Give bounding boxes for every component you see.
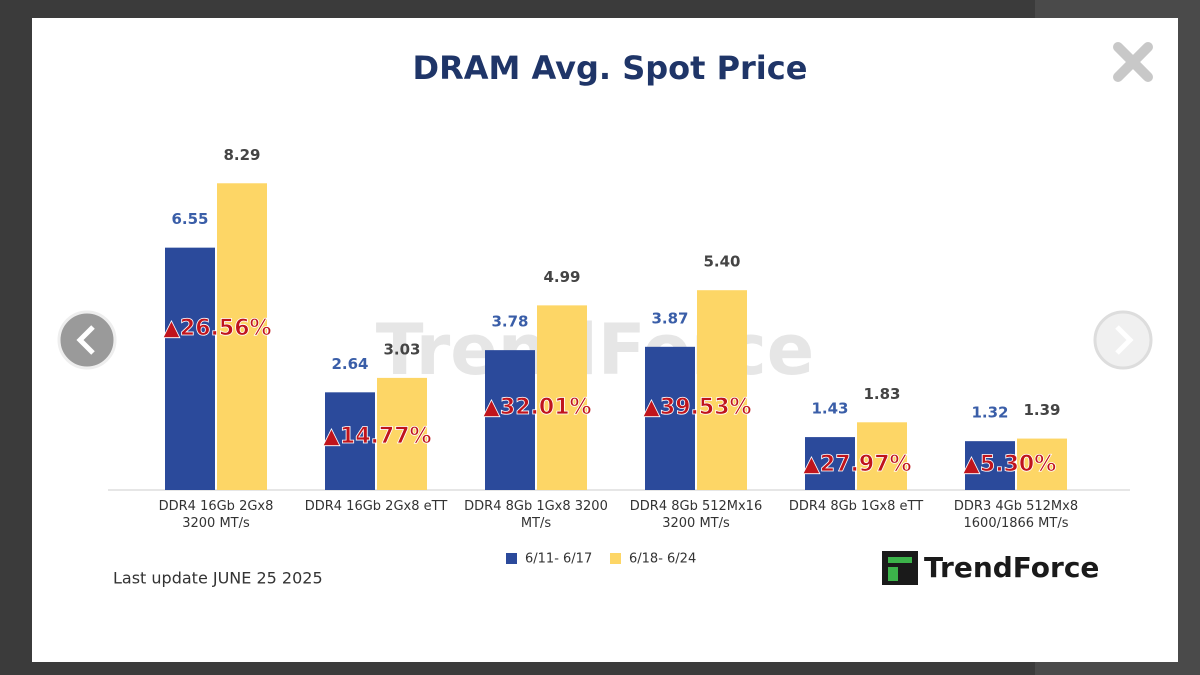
close-button[interactable] <box>1113 42 1153 82</box>
value-label: 1.43 <box>811 400 848 418</box>
x-tick-label: DDR4 16Gb 2Gx8 eTT <box>304 499 448 514</box>
legend-label: 6/11- 6/17 <box>525 552 592 567</box>
bar <box>645 346 695 490</box>
legend-swatch <box>506 553 517 564</box>
chart-title: DRAM Avg. Spot Price <box>413 49 808 87</box>
value-label: 5.40 <box>703 253 740 271</box>
bar <box>965 441 1015 490</box>
value-label: 3.87 <box>651 309 688 327</box>
legend-label: 6/18- 6/24 <box>629 552 696 567</box>
bar <box>325 392 375 490</box>
bar <box>857 422 907 490</box>
value-label: 2.64 <box>331 355 368 373</box>
update-note: Last update JUNE 25 2025 <box>113 569 323 588</box>
change-annotation: ▲26.56% <box>163 316 272 341</box>
bar <box>485 350 535 490</box>
bar <box>805 437 855 490</box>
change-annotation: ▲14.77% <box>323 424 432 449</box>
next-button[interactable] <box>1093 310 1153 370</box>
value-label: 3.78 <box>491 313 528 331</box>
value-label: 1.39 <box>1023 401 1060 419</box>
bar <box>377 377 427 490</box>
logo: TrendForce <box>882 551 1099 585</box>
previous-button[interactable] <box>57 310 117 370</box>
x-tick-label: DDR4 16Gb 2Gx8 3200 MT/s <box>158 499 274 531</box>
value-label: 1.32 <box>971 404 1008 422</box>
change-annotation: ▲32.01% <box>483 395 592 420</box>
bar <box>537 305 587 490</box>
value-label: 6.55 <box>171 210 208 228</box>
bar <box>697 290 747 490</box>
watermark: TrendForce <box>376 309 815 391</box>
x-tick-label: DDR4 8Gb 1Gx8 3200 MT/s <box>464 499 608 531</box>
change-annotation: ▲27.97% <box>803 452 912 477</box>
bar <box>1017 438 1067 490</box>
bar <box>165 247 215 490</box>
change-annotation: ▲5.30% <box>963 452 1056 477</box>
value-label: 3.03 <box>383 340 420 358</box>
change-annotation: ▲39.53% <box>643 395 752 420</box>
x-tick-label: DDR4 8Gb 512Mx16 3200 MT/s <box>629 499 763 531</box>
x-tick-label: DDR4 8Gb 1Gx8 eTT <box>788 499 924 514</box>
value-label: 1.83 <box>863 385 900 403</box>
value-label: 4.99 <box>543 268 580 286</box>
bar <box>217 183 267 490</box>
legend-swatch <box>610 553 621 564</box>
value-label: 8.29 <box>223 146 260 164</box>
x-tick-label: DDR3 4Gb 512Mx8 1600/1866 MT/s <box>953 499 1079 531</box>
logo-text: TrendForce <box>924 551 1099 584</box>
